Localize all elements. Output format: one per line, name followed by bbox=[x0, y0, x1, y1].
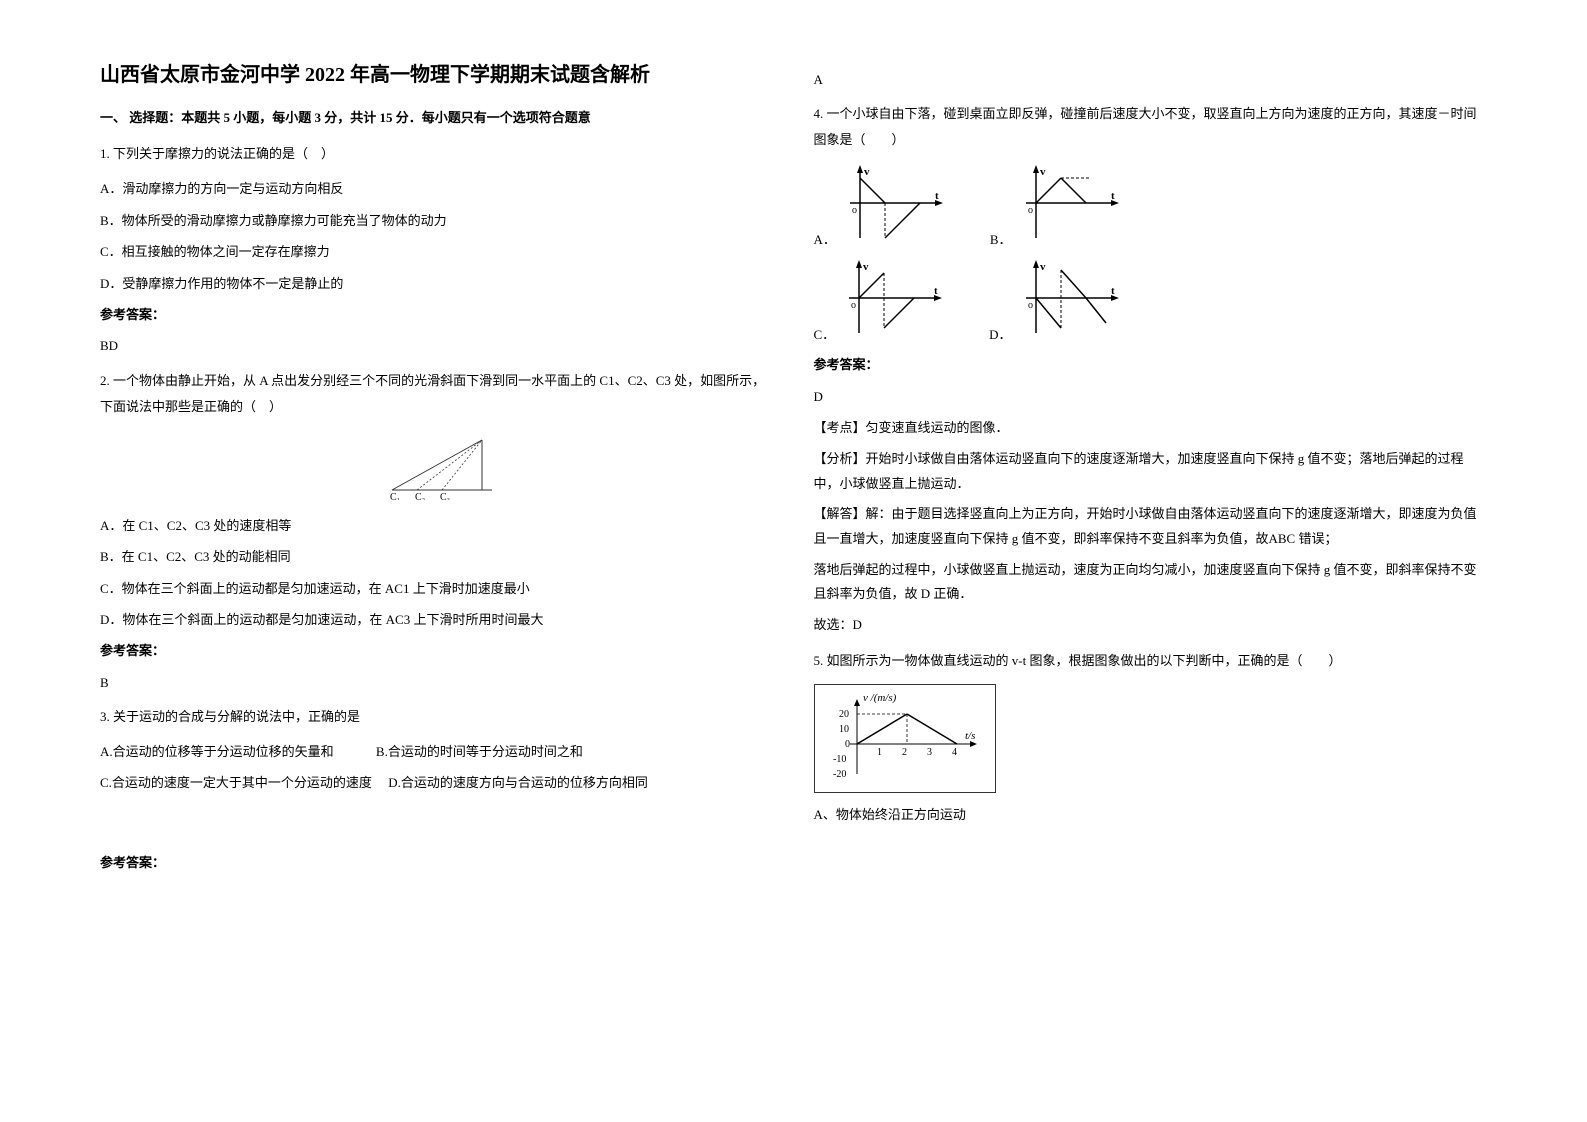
q4-chart-b: B． v t o bbox=[990, 163, 1126, 248]
svg-text:t: t bbox=[934, 285, 938, 297]
q4-analysis-5: 故选：D bbox=[814, 613, 1488, 638]
q1-option-a: A．滑动摩擦力的方向一定与运动方向相反 bbox=[100, 177, 774, 200]
svg-text:1: 1 bbox=[877, 747, 882, 758]
svg-text:C₁: C₁ bbox=[390, 492, 400, 500]
q5-vt-chart-svg: v /(m/s) t/s 20 10 0 -10 -20 1 2 3 4 bbox=[825, 689, 985, 784]
q2-option-d: D．物体在三个斜面上的运动都是匀加速运动，在 AC3 上下滑时所用时间最大 bbox=[100, 608, 774, 631]
q1-answer: BD bbox=[100, 334, 774, 357]
q4-chart-a: A． v t o bbox=[814, 163, 950, 248]
svg-text:v: v bbox=[1040, 261, 1046, 273]
q4-analysis-1: 【考点】匀变速直线运动的图像． bbox=[814, 416, 1488, 441]
left-column: 山西省太原市金河中学 2022 年高一物理下学期期末试题含解析 一、 选择题：本… bbox=[100, 60, 774, 882]
svg-text:t: t bbox=[935, 190, 939, 202]
q5-option-a: A、物体始终沿正方向运动 bbox=[814, 803, 1488, 826]
q4-stem: 4. 一个小球自由下落，碰到桌面立即反弹，碰撞前后速度大小不变，取竖直向上方向为… bbox=[814, 101, 1488, 153]
section-header: 一、 选择题：本题共 5 小题，每小题 3 分，共计 15 分．每小题只有一个选… bbox=[100, 106, 774, 129]
svg-text:0: 0 bbox=[845, 739, 850, 750]
q2-option-b: B．在 C1、C2、C3 处的动能相同 bbox=[100, 545, 774, 568]
right-column: A 4. 一个小球自由下落，碰到桌面立即反弹，碰撞前后速度大小不变，取竖直向上方… bbox=[814, 60, 1488, 882]
incline-diagram-svg: C₁ C₂ C₃ bbox=[372, 430, 502, 500]
svg-text:o: o bbox=[852, 205, 857, 216]
svg-text:v /(m/s): v /(m/s) bbox=[863, 692, 897, 704]
svg-text:t: t bbox=[1111, 190, 1115, 202]
q3-options-cd: C.合运动的速度一定大于其中一个分运动的速度 D.合运动的速度方向与合运动的位移… bbox=[100, 771, 774, 794]
q2-option-a: A．在 C1、C2、C3 处的速度相等 bbox=[100, 514, 774, 537]
q5-chart-box: v /(m/s) t/s 20 10 0 -10 -20 1 2 3 4 bbox=[814, 684, 996, 793]
q2-diagram: C₁ C₂ C₃ bbox=[100, 430, 774, 504]
svg-text:2: 2 bbox=[902, 747, 907, 758]
q3-option-a: A.合运动的位移等于分运动位移的矢量和 bbox=[100, 744, 334, 759]
q1-option-c: C．相互接触的物体之间一定存在摩擦力 bbox=[100, 240, 774, 263]
svg-text:o: o bbox=[1028, 300, 1033, 311]
q3-option-d: D.合运动的速度方向与合运动的位移方向相同 bbox=[388, 775, 648, 790]
vt-chart-a-svg: v t o bbox=[840, 163, 950, 248]
svg-text:C₃: C₃ bbox=[440, 492, 450, 500]
q4-analysis-3: 【解答】解：由于题目选择竖直向上为正方向，开始时小球做自由落体运动竖直向下的速度… bbox=[814, 502, 1488, 551]
svg-text:v: v bbox=[863, 261, 869, 273]
svg-text:C₂: C₂ bbox=[415, 492, 425, 500]
q3-option-b: B.合运动的时间等于分运动时间之和 bbox=[376, 744, 583, 759]
q4-label-c: C． bbox=[814, 324, 836, 343]
q3-stem: 3. 关于运动的合成与分解的说法中，正确的是 bbox=[100, 704, 774, 730]
q3-options-ab: A.合运动的位移等于分运动位移的矢量和 B.合运动的时间等于分运动时间之和 bbox=[100, 740, 774, 763]
svg-text:o: o bbox=[1028, 205, 1033, 216]
vt-chart-b-svg: v t o bbox=[1016, 163, 1126, 248]
svg-text:-10: -10 bbox=[833, 754, 846, 765]
page-container: 山西省太原市金河中学 2022 年高一物理下学期期末试题含解析 一、 选择题：本… bbox=[0, 0, 1587, 942]
q4-charts: A． v t o B． bbox=[814, 163, 1488, 343]
q1-option-b: B．物体所受的滑动摩擦力或静摩擦力可能充当了物体的动力 bbox=[100, 209, 774, 232]
q2-option-c: C．物体在三个斜面上的运动都是匀加速运动，在 AC1 上下滑时加速度最小 bbox=[100, 577, 774, 600]
q4-label-b: B． bbox=[990, 229, 1012, 248]
q2-answer-label: 参考答案： bbox=[100, 639, 774, 662]
svg-text:t: t bbox=[1111, 285, 1115, 297]
vt-chart-c-svg: v t o bbox=[839, 258, 949, 343]
svg-text:4: 4 bbox=[952, 747, 957, 758]
q2-stem: 2. 一个物体由静止开始，从 A 点出发分别经三个不同的光滑斜面下滑到同一水平面… bbox=[100, 368, 774, 420]
q4-analysis-2: 【分析】开始时小球做自由落体运动竖直向下的速度逐渐增大，加速度竖直向下保持 g … bbox=[814, 447, 1488, 496]
svg-text:20: 20 bbox=[839, 709, 849, 720]
q4-chart-c: C． v t o bbox=[814, 258, 950, 343]
q4-row-cd: C． v t o D． bbox=[814, 258, 1488, 343]
svg-text:v: v bbox=[1040, 166, 1046, 178]
svg-text:-20: -20 bbox=[833, 769, 846, 780]
q1-stem: 1. 下列关于摩擦力的说法正确的是（ ） bbox=[100, 141, 774, 167]
q5-stem: 5. 如图所示为一物体做直线运动的 v-t 图象，根据图象做出的以下判断中，正确… bbox=[814, 648, 1488, 674]
svg-text:t/s: t/s bbox=[965, 730, 975, 742]
svg-text:3: 3 bbox=[927, 747, 932, 758]
q5-chart: v /(m/s) t/s 20 10 0 -10 -20 1 2 3 4 bbox=[814, 684, 1488, 793]
q3-answer-label: 参考答案： bbox=[100, 851, 774, 874]
q3-answer: A bbox=[814, 68, 1488, 91]
q4-chart-d: D． v t o bbox=[989, 258, 1125, 343]
svg-text:v: v bbox=[864, 166, 870, 178]
q4-analysis-4: 落地后弹起的过程中，小球做竖直上抛运动，速度为正向均匀减小，加速度竖直向下保持 … bbox=[814, 558, 1488, 607]
svg-text:o: o bbox=[851, 300, 856, 311]
svg-text:10: 10 bbox=[839, 724, 849, 735]
q1-option-d: D．受静摩擦力作用的物体不一定是静止的 bbox=[100, 272, 774, 295]
q4-label-a: A． bbox=[814, 229, 836, 248]
q4-answer: D bbox=[814, 385, 1488, 408]
q4-label-d: D． bbox=[989, 324, 1011, 343]
q3-option-c: C.合运动的速度一定大于其中一个分运动的速度 bbox=[100, 775, 372, 790]
vt-chart-d-svg: v t o bbox=[1016, 258, 1126, 343]
document-title: 山西省太原市金河中学 2022 年高一物理下学期期末试题含解析 bbox=[100, 60, 774, 90]
q4-answer-label: 参考答案： bbox=[814, 353, 1488, 376]
q1-answer-label: 参考答案： bbox=[100, 303, 774, 326]
q2-answer: B bbox=[100, 671, 774, 694]
q4-row-ab: A． v t o B． bbox=[814, 163, 1488, 248]
